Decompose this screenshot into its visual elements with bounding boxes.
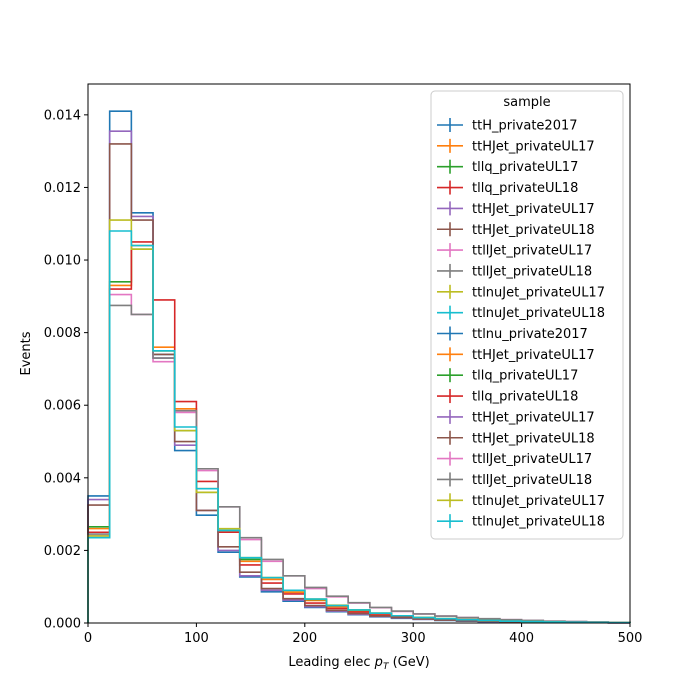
legend-entry: ttHJet_privateUL18 [437,430,595,446]
y-tick-label: 0.004 [44,471,81,486]
legend-title: sample [503,95,550,110]
series-step-9 [87,230,631,624]
legend-label: tllq_privateUL17 [472,369,578,384]
y-tick-label: 0.008 [44,326,81,341]
legend-entry: ttlnuJet_privateUL18 [437,305,605,321]
legend-label: ttHJet_privateUL18 [472,431,595,446]
legend-box [430,90,624,540]
legend-entry: ttllJet_privateUL17 [437,451,592,467]
x-axis-label-main: Leading elec [288,655,374,670]
legend-label: tllq_privateUL18 [472,390,578,405]
legend-label: ttHJet_privateUL17 [472,348,595,363]
legend-label: ttlnuJet_privateUL17 [472,285,605,300]
y-tick-label: 0.002 [44,544,81,559]
y-tick-label: 0.010 [44,254,81,269]
legend-label: ttHJet_privateUL18 [472,223,595,238]
y-tick-label: 0.000 [44,617,81,632]
plot-frame [87,83,631,624]
legend-label: tllq_privateUL17 [472,160,578,175]
legend-entry: ttHJet_privateUL17 [437,347,595,363]
legend-entry: ttllJet_privateUL18 [437,472,592,488]
x-axis-label-sub: T [383,662,390,672]
legend-label: ttH_private2017 [472,119,578,134]
legend-label: ttHJet_privateUL17 [472,410,595,425]
legend-entry: ttHJet_privateUL17 [437,409,595,425]
legend-label: ttlnuJet_privateUL17 [472,494,605,509]
legend-entry: ttlnuJet_privateUL17 [437,284,605,300]
y-tick-label: 0.006 [44,399,81,414]
legend-entry: tllq_privateUL17 [437,368,578,384]
x-axis-label-math: p [374,655,383,670]
legend-entry: ttllJet_privateUL17 [437,243,592,259]
legend-entry: ttlnuJet_privateUL17 [437,493,605,509]
legend-entry: ttH_private2017 [437,118,578,134]
legend-entry: tllq_privateUL18 [437,389,578,405]
legend-entry: ttlnu_private2017 [437,326,588,342]
legend-label: ttHJet_privateUL17 [472,202,595,217]
legend-entry: tllq_privateUL17 [437,159,578,175]
legend-entry: ttHJet_privateUL17 [437,138,595,154]
legend-entry: ttllJet_privateUL18 [437,263,592,279]
legend-label: ttlnuJet_privateUL18 [472,306,605,321]
x-tick-label: 500 [618,631,643,646]
x-tick-label: 200 [292,631,317,646]
x-tick-label: 400 [509,631,534,646]
axis-layer: 0 100 200 300 400 500 0.000 0.002 0.004 0.006 0.00… [44,108,643,646]
legend-entry: ttlnuJet_privateUL18 [437,514,605,530]
legend-entry: ttHJet_privateUL18 [437,222,595,238]
y-tick-label: 0.014 [44,108,81,123]
legend-label: ttlnu_private2017 [472,327,588,342]
y-tick-label: 0.012 [44,181,81,196]
x-tick-label: 100 [184,631,209,646]
legend-entry: ttHJet_privateUL17 [437,201,595,217]
legend-label: ttllJet_privateUL17 [472,452,592,467]
legend-label: ttllJet_privateUL17 [472,244,592,259]
legend-label: ttllJet_privateUL18 [472,264,592,279]
legend-entry: tllq_privateUL18 [437,180,578,196]
legend-label: ttllJet_privateUL18 [472,473,592,488]
legend-label: ttlnuJet_privateUL18 [472,515,605,530]
legend-label: ttHJet_privateUL17 [472,139,595,154]
series-layer [87,110,631,624]
legend: sample ttH_private2017 ttHJet_privateUL17… [430,90,624,540]
x-tick-label: 0 [84,631,92,646]
y-axis-label: Events [19,331,34,375]
x-tick-label: 300 [401,631,426,646]
x-axis-label: Leading elec pT (GeV) [288,655,429,672]
legend-label: tllq_privateUL18 [472,181,578,196]
x-axis-label-unit: (GeV) [388,655,429,670]
